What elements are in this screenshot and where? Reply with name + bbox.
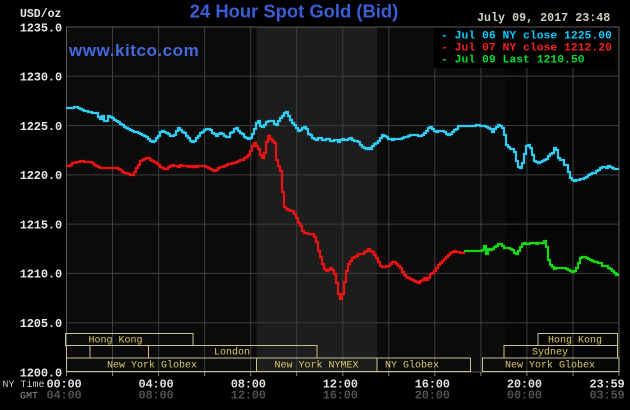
svg-text:16:00: 16:00	[415, 378, 450, 392]
svg-text:July 09, 2017 23:48: July 09, 2017 23:48	[477, 11, 610, 25]
svg-text:New York Globex: New York Globex	[505, 360, 595, 372]
svg-text:04:00: 04:00	[138, 378, 173, 392]
svg-text:03:59: 03:59	[589, 389, 624, 403]
svg-text:NY Globex: NY Globex	[385, 360, 439, 372]
svg-text:1225.0: 1225.0	[20, 120, 62, 134]
svg-text:08:00: 08:00	[138, 389, 173, 403]
svg-text:12:00: 12:00	[231, 389, 266, 403]
svg-text:New York Globex: New York Globex	[107, 360, 197, 372]
svg-text:NY Time: NY Time	[3, 379, 45, 391]
svg-text:1210.0: 1210.0	[20, 268, 62, 282]
svg-text:www.kitco.com: www.kitco.com	[68, 41, 199, 60]
svg-text:GMT: GMT	[20, 392, 38, 403]
svg-text:1200.0: 1200.0	[20, 366, 62, 380]
svg-text:20:00: 20:00	[415, 389, 450, 403]
svg-text:- Jul 07 NY close 1212.20: - Jul 07 NY close 1212.20	[441, 42, 612, 54]
svg-text:Hong Kong: Hong Kong	[548, 336, 602, 347]
svg-text:24 Hour Spot Gold (Bid): 24 Hour Spot Gold (Bid)	[190, 1, 398, 22]
svg-text:1215.0: 1215.0	[20, 218, 62, 232]
svg-text:08:00: 08:00	[231, 378, 266, 392]
svg-text:16:00: 16:00	[323, 389, 358, 403]
svg-text:00:00: 00:00	[507, 389, 542, 403]
svg-text:12:00: 12:00	[323, 378, 358, 392]
svg-text:00:00: 00:00	[46, 378, 81, 392]
svg-text:23:59: 23:59	[589, 378, 624, 392]
svg-text:Sydney: Sydney	[532, 347, 568, 359]
svg-text:- Jul 09 Last 1210.50: - Jul 09 Last 1210.50	[441, 54, 585, 66]
svg-text:1220.0: 1220.0	[20, 169, 62, 183]
svg-text:Hong Kong: Hong Kong	[88, 336, 142, 347]
svg-text:USD/oz: USD/oz	[20, 8, 62, 21]
svg-text:1235.0: 1235.0	[20, 21, 62, 35]
svg-text:New York NYMEX: New York NYMEX	[274, 360, 358, 372]
svg-text:04:00: 04:00	[46, 389, 81, 403]
svg-text:20:00: 20:00	[507, 378, 542, 392]
svg-text:1230.0: 1230.0	[20, 71, 62, 85]
svg-text:- Jul 06 NY close 1225.00: - Jul 06 NY close 1225.00	[441, 30, 612, 42]
svg-text:1205.0: 1205.0	[20, 317, 62, 331]
svg-text:London: London	[214, 347, 250, 359]
